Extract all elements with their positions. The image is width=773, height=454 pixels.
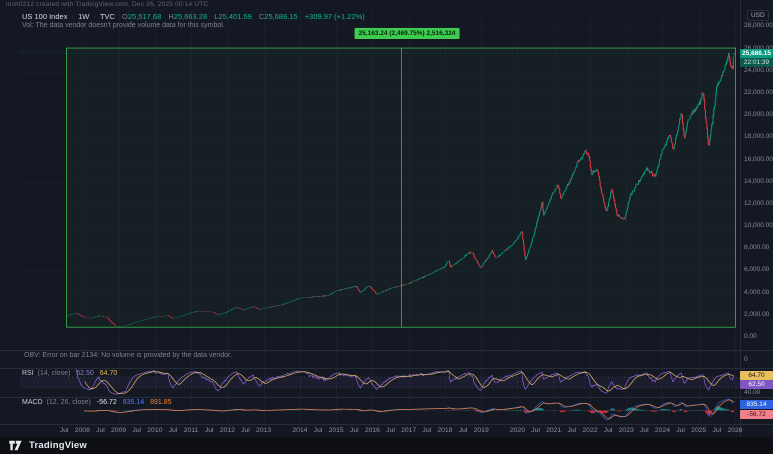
low-key: L <box>214 12 219 21</box>
price-axis-tick: 10,000.00 <box>744 222 773 230</box>
time-axis-label: 2015 <box>328 427 344 434</box>
time-axis-label: 2023 <box>618 427 634 434</box>
time-axis-label: 2014 <box>292 427 308 434</box>
time-axis-label: Jul <box>386 427 395 434</box>
time-axis-label: 2012 <box>219 427 235 434</box>
change-value: +309.97 (+1.22%) <box>304 12 365 21</box>
low-value: 25,401.59 <box>218 12 252 21</box>
price-axis-tick: 22,000.00 <box>744 88 773 96</box>
bar-countdown-label: 22:01:39 <box>740 57 773 67</box>
time-axis-label: 2025 <box>691 427 707 434</box>
rsi-axis-tick: 40.00 <box>744 389 761 396</box>
rsi-title: RSI <box>22 370 34 377</box>
obv-axis-zero: 0 <box>744 356 748 363</box>
rsi-axis-label: 62.50 <box>740 380 773 389</box>
price-axis-tick: 28,000.00 <box>744 22 773 30</box>
exchange-label: TVC <box>99 12 115 21</box>
macd-signal-value: 891.85 <box>150 399 172 406</box>
time-axis-label: Jul <box>168 427 178 434</box>
time-axis-label: Jul <box>241 427 250 434</box>
price-axis-tick: 24,000.00 <box>744 66 773 74</box>
obv-error-text: OBV: Error on bar 2134: No volume is pro… <box>24 352 232 359</box>
time-axis-label: Jul <box>422 427 432 434</box>
price-axis-tick: 26,000.00 <box>744 45 773 52</box>
footer-bar[interactable]: TradingView <box>0 437 773 454</box>
time-axis-label: Jul <box>603 427 613 434</box>
high-key: H <box>168 12 174 21</box>
rsi-params: (14, close) <box>37 370 71 377</box>
volume-note[interactable]: Vol: The data vendor doesn't provide vol… <box>22 22 225 29</box>
time-axis-label: Jul <box>712 427 722 434</box>
price-axis-tick: 16,000.00 <box>744 155 773 163</box>
time-axis-label: 2013 <box>256 427 272 434</box>
macd-title: MACD <box>22 399 43 406</box>
time-axis-label: 2020 <box>509 427 525 434</box>
macd-line-value: 835.14 <box>122 399 145 406</box>
chart-canvas[interactable] <box>0 0 773 437</box>
symbol-title: US 100 Index <box>22 12 68 21</box>
high-value: 25,663.28 <box>173 12 208 21</box>
time-axis-label: 2018 <box>437 427 453 434</box>
rsi-legend[interactable]: RSI (14, close) 62.50 64.70 <box>22 370 117 377</box>
time-axis-label: Jul <box>204 427 214 434</box>
last-price-label: 25,686.15 <box>740 48 773 58</box>
macd-legend[interactable]: MACD (12, 26, close) -56.72 835.14 891.8… <box>22 399 172 406</box>
price-range-measure-label[interactable]: 25,163.24 (2,469.75%) 2,516,324 <box>354 28 460 39</box>
price-axis-tick: 12,000.00 <box>744 199 773 207</box>
time-axis-label: Jul <box>132 427 142 434</box>
price-axis-tick: 18,000.00 <box>744 133 773 141</box>
time-axis-label: 2024 <box>654 427 671 434</box>
price-axis-tick: 6,000.00 <box>744 266 770 274</box>
time-axis-label: Jul <box>313 427 323 434</box>
rsi-ma-value: 64.70 <box>99 370 118 377</box>
open-key: O <box>122 12 128 21</box>
time-axis-label: Jul <box>639 427 649 434</box>
legend-separator: · <box>71 12 75 21</box>
time-axis-label: 2008 <box>74 427 90 434</box>
tradingview-logo-icon <box>9 440 22 451</box>
close-key: C <box>258 12 265 21</box>
time-axis-label: Jul <box>531 427 540 434</box>
price-axis-tick: 8,000.00 <box>744 244 770 252</box>
close-value: 25,686.15 <box>264 12 298 21</box>
time-axis-label: Jul <box>96 427 105 434</box>
time-axis-label: 2010 <box>147 427 163 434</box>
price-axis-tick: 0.00 <box>744 333 757 340</box>
time-axis-label: 2022 <box>582 427 598 434</box>
price-axis-tick: 4,000.00 <box>744 288 770 296</box>
rsi-ma-axis-label: 64.70 <box>740 370 773 380</box>
time-axis-label: 2016 <box>364 427 380 434</box>
obv-legend[interactable]: OBV: Error on bar 2134: No volume is pro… <box>22 352 232 359</box>
time-axis-label: 2026 <box>727 427 743 434</box>
time-axis-label: Jul <box>59 427 69 434</box>
macd-params: (12, 26, close) <box>46 399 91 406</box>
time-axis-label: 2011 <box>183 427 199 434</box>
footer-brand: TradingView <box>29 440 87 451</box>
price-axis-tick: 2,000.00 <box>744 310 770 318</box>
time-axis-label: 2021 <box>546 427 562 434</box>
time-axis-label: 2009 <box>111 427 127 434</box>
time-axis-label: 2019 <box>473 427 489 434</box>
macd-hist-axis-label: -56.72 <box>740 410 773 419</box>
attribution-text: msh0212 created with TradingView.com, De… <box>6 1 209 8</box>
time-axis-label: Jul <box>458 427 468 434</box>
currency-selector[interactable]: USD <box>747 10 769 21</box>
time-axis-label: 2017 <box>401 427 417 434</box>
time-axis-label: Jul <box>349 427 359 434</box>
time-axis-label: Jul <box>676 427 685 434</box>
price-axis-tick: 14,000.00 <box>744 177 773 185</box>
interval-label: 1W <box>78 12 90 21</box>
macd-hist-value: -56.72 <box>96 399 117 406</box>
legend-separator: · <box>93 12 96 21</box>
macd-axis-label: 835.14 <box>740 400 773 409</box>
time-axis-label: Jul <box>567 427 577 434</box>
symbol-legend[interactable]: US 100 Index · 1W · TVC O25,517.68 H25,6… <box>22 12 365 21</box>
price-axis-tick: 20,000.00 <box>744 111 773 119</box>
open-value: 25,517.68 <box>127 12 162 21</box>
rsi-value: 62.50 <box>76 370 94 377</box>
